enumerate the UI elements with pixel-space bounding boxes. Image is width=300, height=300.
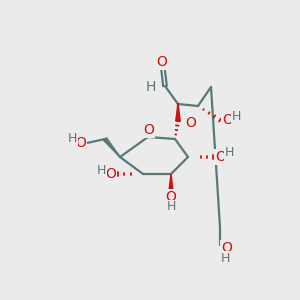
Text: H: H: [221, 251, 230, 265]
Text: O: O: [105, 167, 116, 181]
Text: O: O: [221, 241, 232, 255]
Text: O: O: [157, 55, 167, 69]
Text: O: O: [144, 123, 154, 137]
Text: H: H: [68, 131, 77, 145]
Text: H: H: [146, 80, 156, 94]
Polygon shape: [176, 104, 180, 121]
Text: H: H: [225, 146, 234, 160]
Text: O: O: [185, 116, 196, 130]
Text: H: H: [97, 164, 106, 176]
Polygon shape: [169, 174, 173, 193]
Text: O: O: [75, 136, 86, 150]
Text: H: H: [166, 200, 176, 214]
Text: O: O: [215, 150, 226, 164]
Text: O: O: [166, 190, 176, 204]
Polygon shape: [103, 138, 120, 157]
Text: O: O: [222, 113, 233, 127]
Text: H: H: [232, 110, 242, 122]
